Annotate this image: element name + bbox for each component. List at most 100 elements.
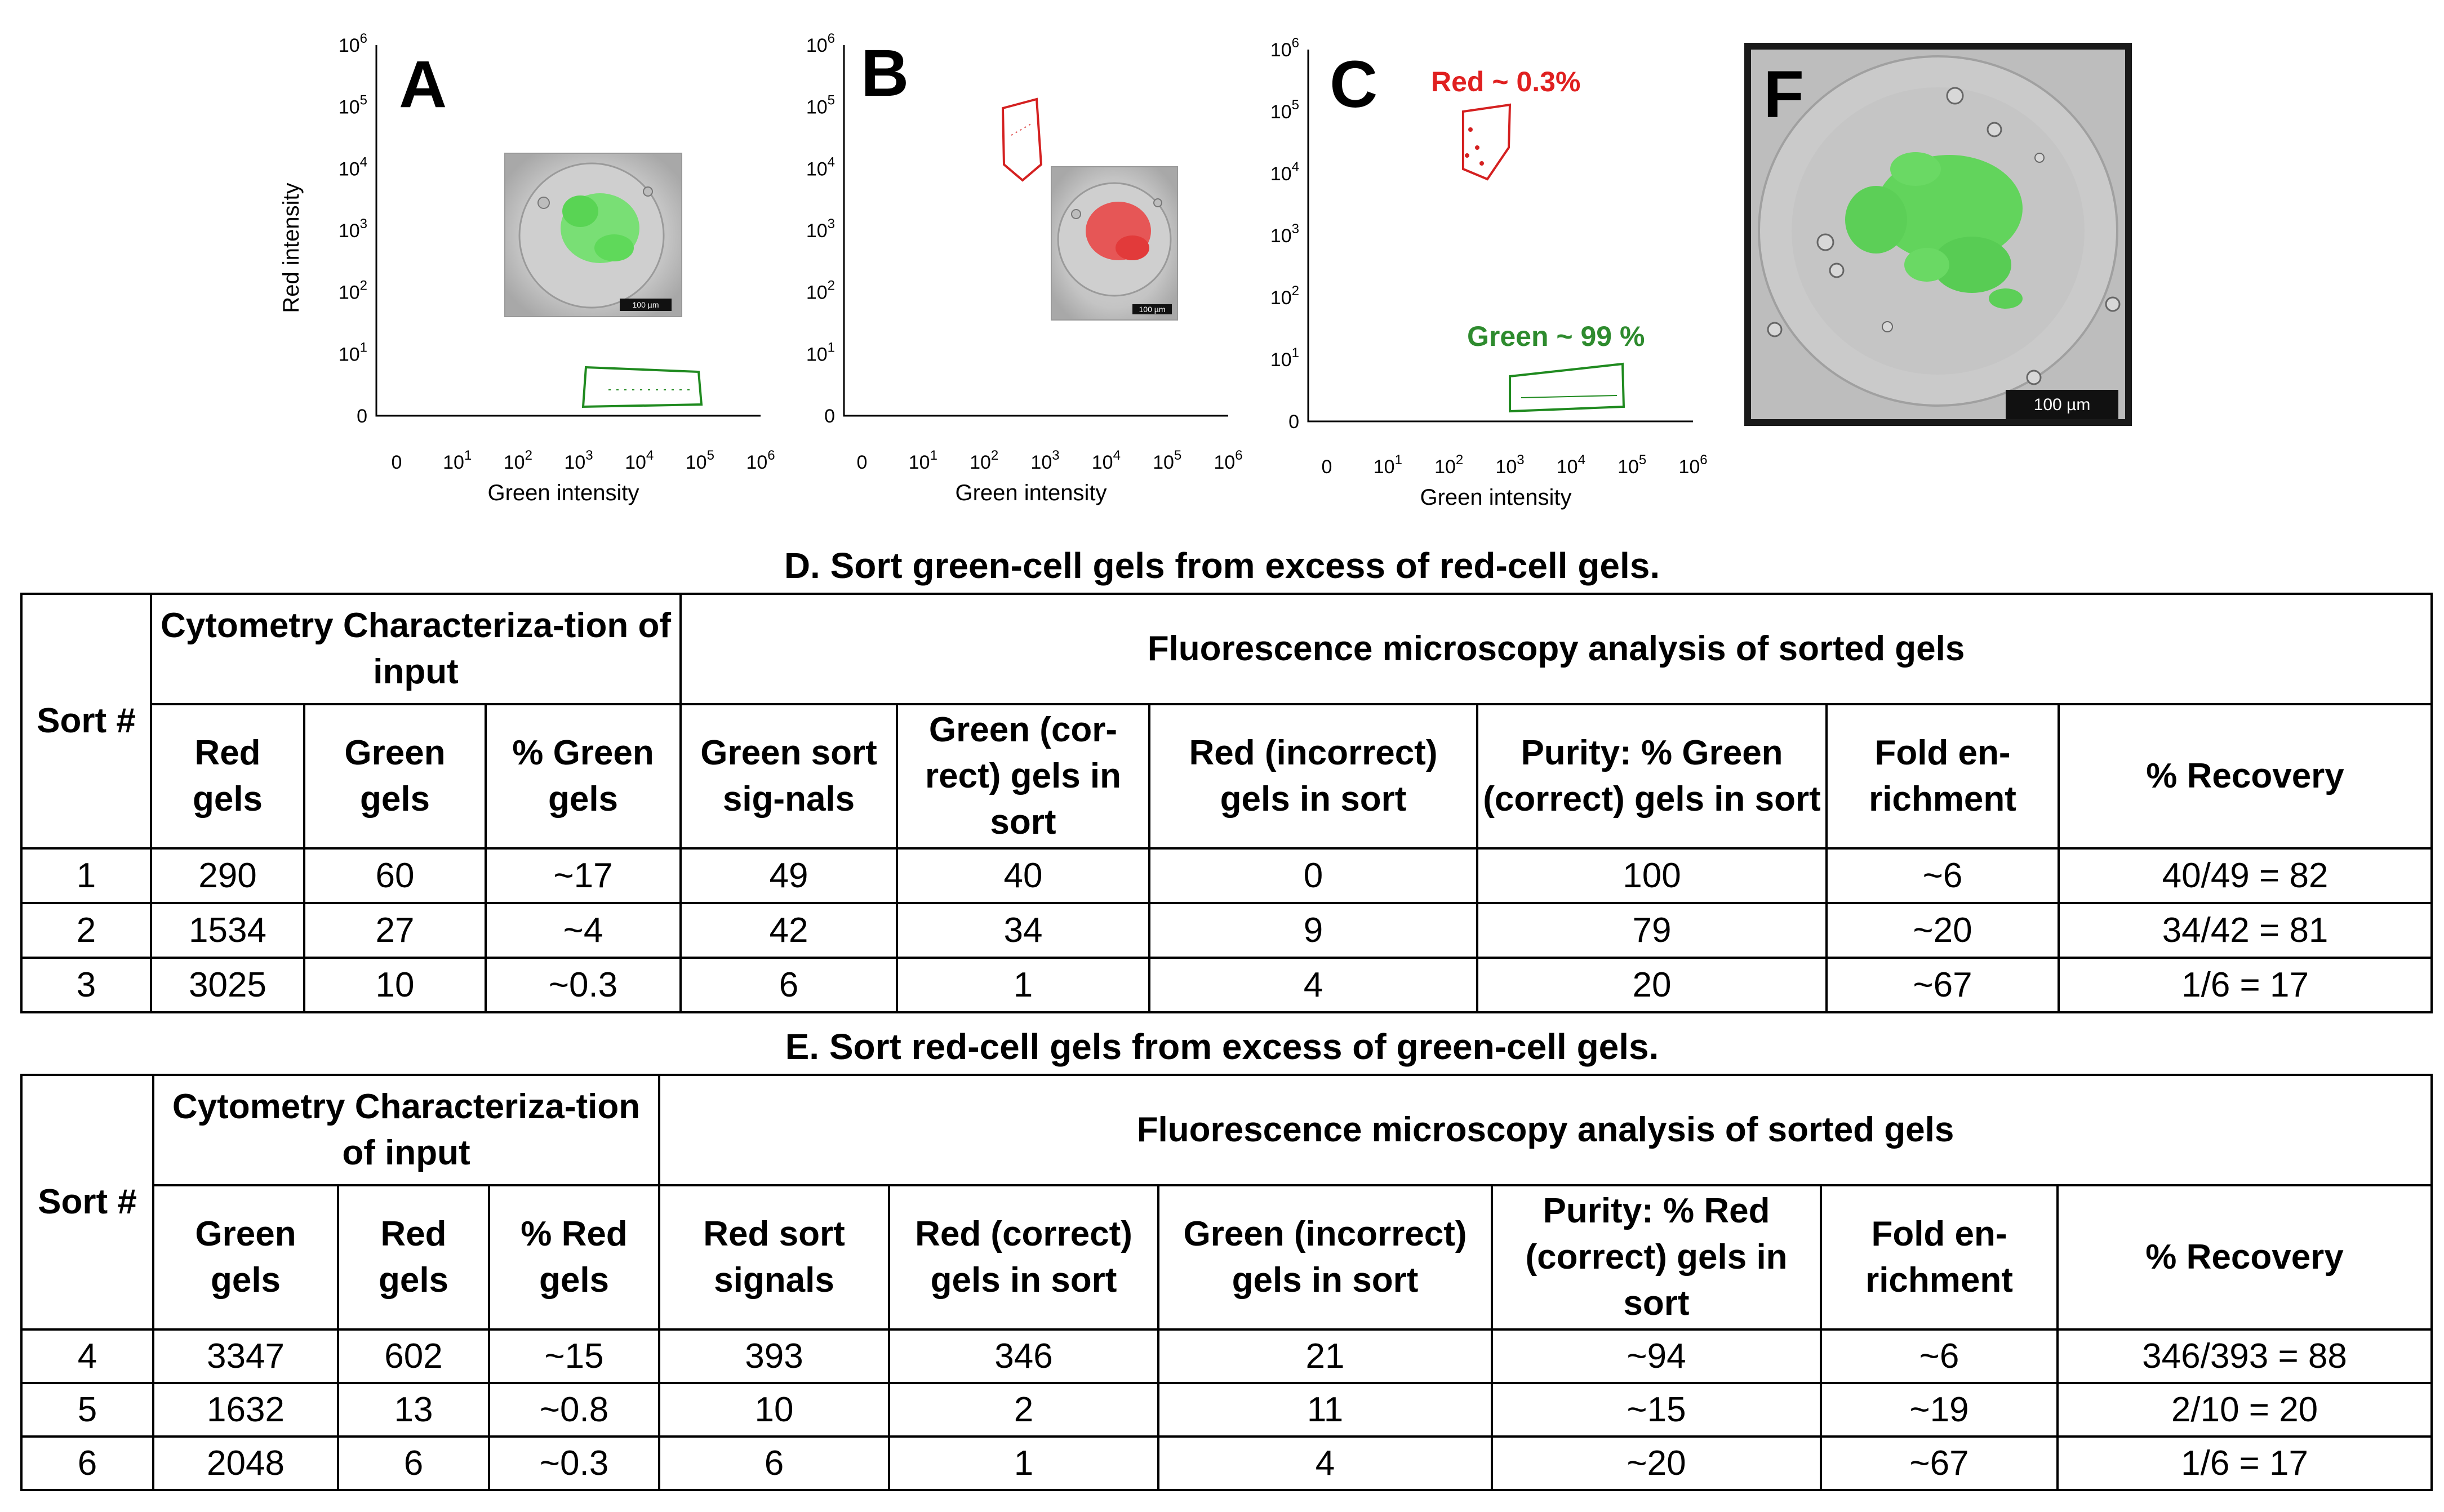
table-d-col-header: Green (cor-rect) gels in sort [896,703,1150,850]
table-e-header-microscopy: Fluorescence microscopy analysis of sort… [657,1074,2433,1186]
table-d-cell: 100 [1476,847,1828,904]
table-d-row: 3 3025 10 ~0.3 6 1 4 20 ~67 1/6 = 17 [20,957,2433,1013]
table-d-cell: 6 [679,957,898,1013]
table-d-title: D. Sort green-cell gels from excess of r… [784,545,1660,586]
panel-b-y-tick: 102 [806,278,835,304]
panel-b-inset-image: 100 µm [1051,166,1178,321]
table-e-cell: 1632 [152,1382,339,1438]
table-d-col-header: % Recovery [2057,703,2433,850]
panel-c-red-gate [1462,103,1512,181]
table-e-header-cytometry: Cytometry Characteriza-tion of input [152,1074,660,1186]
panel-a-x-tick: 103 [564,448,593,473]
table-e-cell: ~0.3 [488,1435,660,1491]
table-e-cell: ~15 [1491,1382,1822,1438]
panel-a-xlabel: Green intensity [487,481,639,505]
table-e-col-header: % Recovery [2056,1184,2433,1331]
panel-c-x-tick: 0 [1322,456,1332,478]
table-d-row: 1 290 60 ~17 49 40 0 100 ~6 40/49 = 82 [20,847,2433,904]
table-d-cell: 290 [150,847,305,904]
panel-b-y-tick: 0 [824,406,835,427]
panel-b-x-tick: 104 [1092,448,1121,473]
table-e-col-header: Red sort signals [658,1184,890,1331]
table-e-cell: 1 [888,1435,1159,1491]
table-d: Sort # Cytometry Characteriza-tion of in… [20,593,2433,1013]
table-e-cell: 11 [1157,1382,1493,1438]
table-d-cell: 60 [303,847,487,904]
table-e-col-header: Fold en-richment [1820,1184,2059,1331]
panel-a-y-tick: 105 [339,93,367,118]
table-e-cell: 346/393 = 88 [2056,1328,2433,1384]
table-e-cell: 2/10 = 20 [2056,1382,2433,1438]
panel-f-label: F [1763,57,1804,132]
table-d-col-header: % Green gels [485,703,682,850]
table-e-cell: ~15 [488,1328,660,1384]
panel-a-y-tick: 106 [339,31,367,56]
table-d-body: 1 290 60 ~17 49 40 0 100 ~6 40/49 = 82 2 1534 27 ~4 42… [20,847,2433,1013]
panel-b-x-tick: 105 [1153,448,1181,473]
table-e-cell: ~0.8 [488,1382,660,1438]
panel-c-xlabel: Green intensity [1420,485,1571,510]
table-d-cell: 40 [896,847,1150,904]
table-e-cell: 1/6 = 17 [2056,1435,2433,1491]
panel-a-x-tick: 0 [392,452,402,473]
panel-f-image: 100 µm F [1744,43,2132,426]
table-e-header-sort: Sort # [20,1074,154,1331]
table-d-cell: 34/42 = 81 [2057,902,2433,959]
panel-c-x-tick: 106 [1678,452,1707,478]
table-e-col-header: Purity: % Red (correct) gels in sort [1491,1184,1822,1331]
table-d-header-cytometry: Cytometry Characteriza-tion of input [150,593,682,705]
panel-c-y-tick: 104 [1270,159,1299,185]
panel-a-y-tick: 103 [339,216,367,242]
table-e-cell: 6 [337,1435,490,1491]
panel-c-red-gate-label: Red ~ 0.3% [1431,66,1580,97]
table-e-cell: 5 [20,1382,154,1438]
panel-a-x-tick: 104 [625,448,654,473]
table-d-cell: 0 [1148,847,1478,904]
panel-b-label: B [861,36,909,110]
table-e-cell: 6 [658,1435,890,1491]
table-d-col-header: Green gels [303,703,487,850]
table-d-cell: 40/49 = 82 [2057,847,2433,904]
table-e-cell: 393 [658,1328,890,1384]
table-e-cell: 21 [1157,1328,1493,1384]
panel-c-x-tick: 104 [1557,452,1585,478]
figure-panels: 106 105 104 103 102 101 0 0 101 102 103 104 105 106 1… [279,31,2132,510]
panel-c-y-tick: 102 [1270,283,1299,309]
table-d-cell: ~0.3 [485,957,682,1013]
table-e-cell: 3347 [152,1328,339,1384]
panel-c: 106 105 104 103 102 101 0 0 101 102 103 104 105 106 [1270,35,1708,478]
table-e-cell: ~94 [1491,1328,1822,1384]
panel-a-x-tick: 102 [504,448,532,473]
panel-b-red-gate [1001,97,1043,182]
panel-c-y-tick: 0 [1288,411,1299,433]
table-e-col-header: Green gels [152,1184,339,1331]
table-d-cell: ~20 [1825,902,2060,959]
panel-f-scale-bar: 100 µm [2034,395,2091,414]
panel-c-axes [1307,50,1693,423]
table-e-cell: 346 [888,1328,1159,1384]
table-e-col-header: Red gels [337,1184,490,1331]
table-d-cell: 9 [1148,902,1478,959]
panel-a: 106 105 104 103 102 101 0 0 101 102 103 104 105 106 [339,31,775,473]
table-d-cell: 34 [896,902,1150,959]
table-e-cell: ~67 [1820,1435,2059,1491]
table-d-cell: 3025 [150,957,305,1013]
panel-b-x-tick: 106 [1214,448,1242,473]
panel-c-label: C [1330,47,1377,122]
table-d-cell: 27 [303,902,487,959]
table-d-col-header: Fold en-richment [1825,703,2060,850]
table-e-row: 5 1632 13 ~0.8 10 2 11 ~15 ~19 2/10 = 20 [20,1382,2433,1438]
panel-c-y-tick: 103 [1270,221,1299,247]
table-d-cell: 79 [1476,902,1828,959]
table-d-cell: 20 [1476,957,1828,1013]
table-d-cell: ~4 [485,902,682,959]
panel-b-x-tick: 102 [970,448,998,473]
panel-c-y-tick: 101 [1270,345,1299,371]
table-e-row: 6 2048 6 ~0.3 6 1 4 ~20 ~67 1/6 = 17 [20,1435,2433,1491]
table-e-cell: 10 [658,1382,890,1438]
table-d-header-microscopy: Fluorescence microscopy analysis of sort… [679,593,2433,705]
table-e-cell: 6 [20,1435,154,1491]
table-d-cell: 2 [20,902,152,959]
panel-b-axes [843,45,1228,417]
panel-b-y-tick: 106 [806,31,835,56]
